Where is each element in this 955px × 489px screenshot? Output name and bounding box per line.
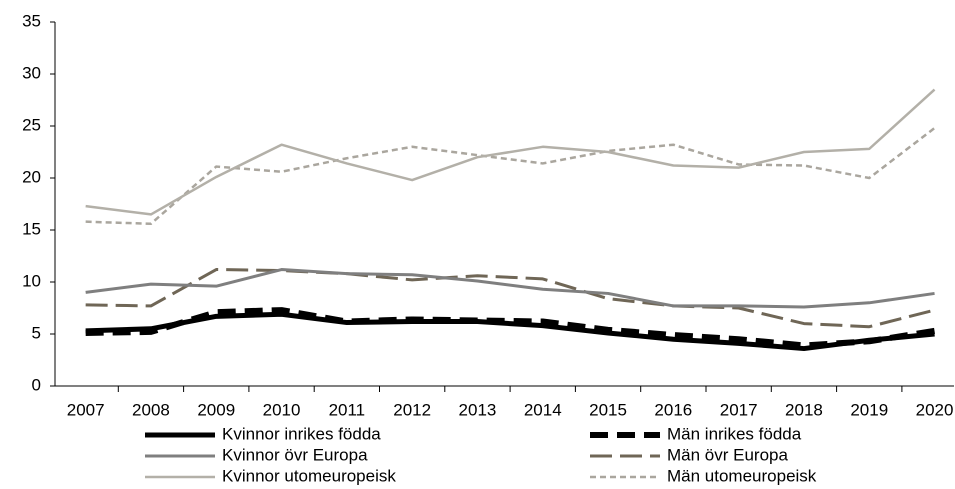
legend-label: Män utomeuropeisk <box>667 466 817 485</box>
x-tick-label: 2013 <box>459 400 497 419</box>
y-tick-label: 25 <box>22 115 41 134</box>
y-tick-label: 20 <box>22 167 41 186</box>
x-tick-label: 2009 <box>197 400 235 419</box>
y-tick-label: 10 <box>22 271 41 290</box>
series-line <box>85 311 935 352</box>
series-line <box>85 307 936 349</box>
series-line <box>85 268 935 329</box>
series-line <box>85 127 936 226</box>
legend-label: Kvinnor inrikes födda <box>222 424 381 443</box>
legend-label: Män övr Europa <box>667 445 788 464</box>
x-tick-label: 2008 <box>132 400 170 419</box>
x-tick-label: 2007 <box>67 400 105 419</box>
x-tick-label: 2016 <box>654 400 692 419</box>
y-tick-label: 30 <box>22 63 41 82</box>
x-tick-label: 2011 <box>329 400 366 419</box>
legend-label: Kvinnor utomeuropeisk <box>222 466 396 485</box>
x-tick-label: 2020 <box>916 400 954 419</box>
y-tick-label: 0 <box>32 375 41 394</box>
x-tick-label: 2014 <box>524 400 562 419</box>
y-tick-label: 35 <box>22 11 41 30</box>
x-tick-label: 2010 <box>263 400 301 419</box>
series-line <box>85 268 935 309</box>
x-tick-label: 2018 <box>785 400 823 419</box>
legend-label: Kvinnor övr Europa <box>222 445 368 464</box>
series-line <box>85 88 936 216</box>
legend-label: Män inrikes födda <box>667 424 802 443</box>
y-tick-label: 5 <box>32 323 41 342</box>
x-tick-label: 2019 <box>850 400 888 419</box>
x-tick-label: 2015 <box>589 400 627 419</box>
x-tick-label: 2012 <box>393 400 431 419</box>
y-tick-label: 15 <box>22 219 41 238</box>
x-tick-label: 2017 <box>720 400 758 419</box>
